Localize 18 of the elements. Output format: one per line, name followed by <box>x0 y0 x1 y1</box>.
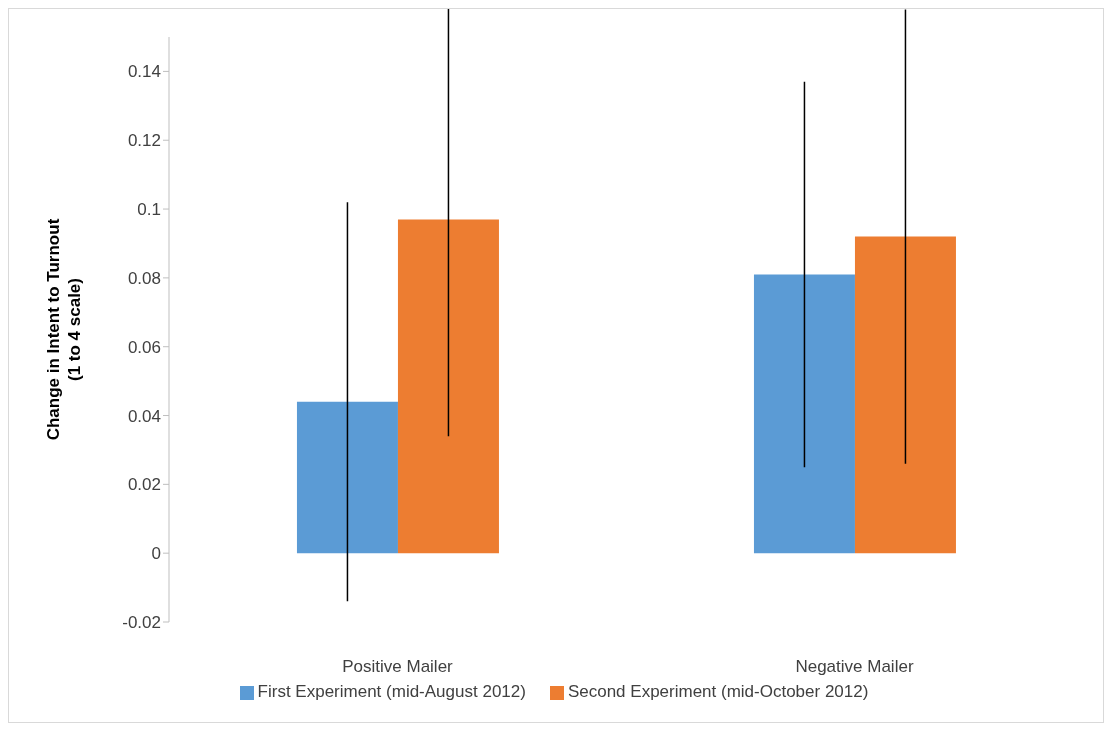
bar <box>296 401 398 554</box>
y-tick-label: 0.04 <box>127 406 161 426</box>
x-tick-label: Negative Mailer <box>795 657 914 677</box>
bar <box>854 236 956 554</box>
y-tick-label: 0.02 <box>127 475 161 495</box>
y-tick-label: 0.1 <box>137 200 161 220</box>
y-tick-label: 0.14 <box>127 62 161 82</box>
y-tick-label: -0.02 <box>122 613 161 633</box>
y-axis-title: Change in Intent to Turnout (1 to 4 scale) <box>44 218 84 441</box>
legend-label: First Experiment (mid-August 2012) <box>257 682 526 701</box>
y-tick-label: 0.12 <box>127 131 161 151</box>
y-tick-label: 0 <box>151 544 161 564</box>
bar <box>753 274 855 554</box>
bar <box>397 219 499 554</box>
x-tick-label: Positive Mailer <box>342 657 454 677</box>
legend-label: Second Experiment (mid-October 2012) <box>567 682 869 701</box>
y-tick-label: 0.06 <box>127 337 161 357</box>
y-tick-label: 0.08 <box>127 268 161 288</box>
